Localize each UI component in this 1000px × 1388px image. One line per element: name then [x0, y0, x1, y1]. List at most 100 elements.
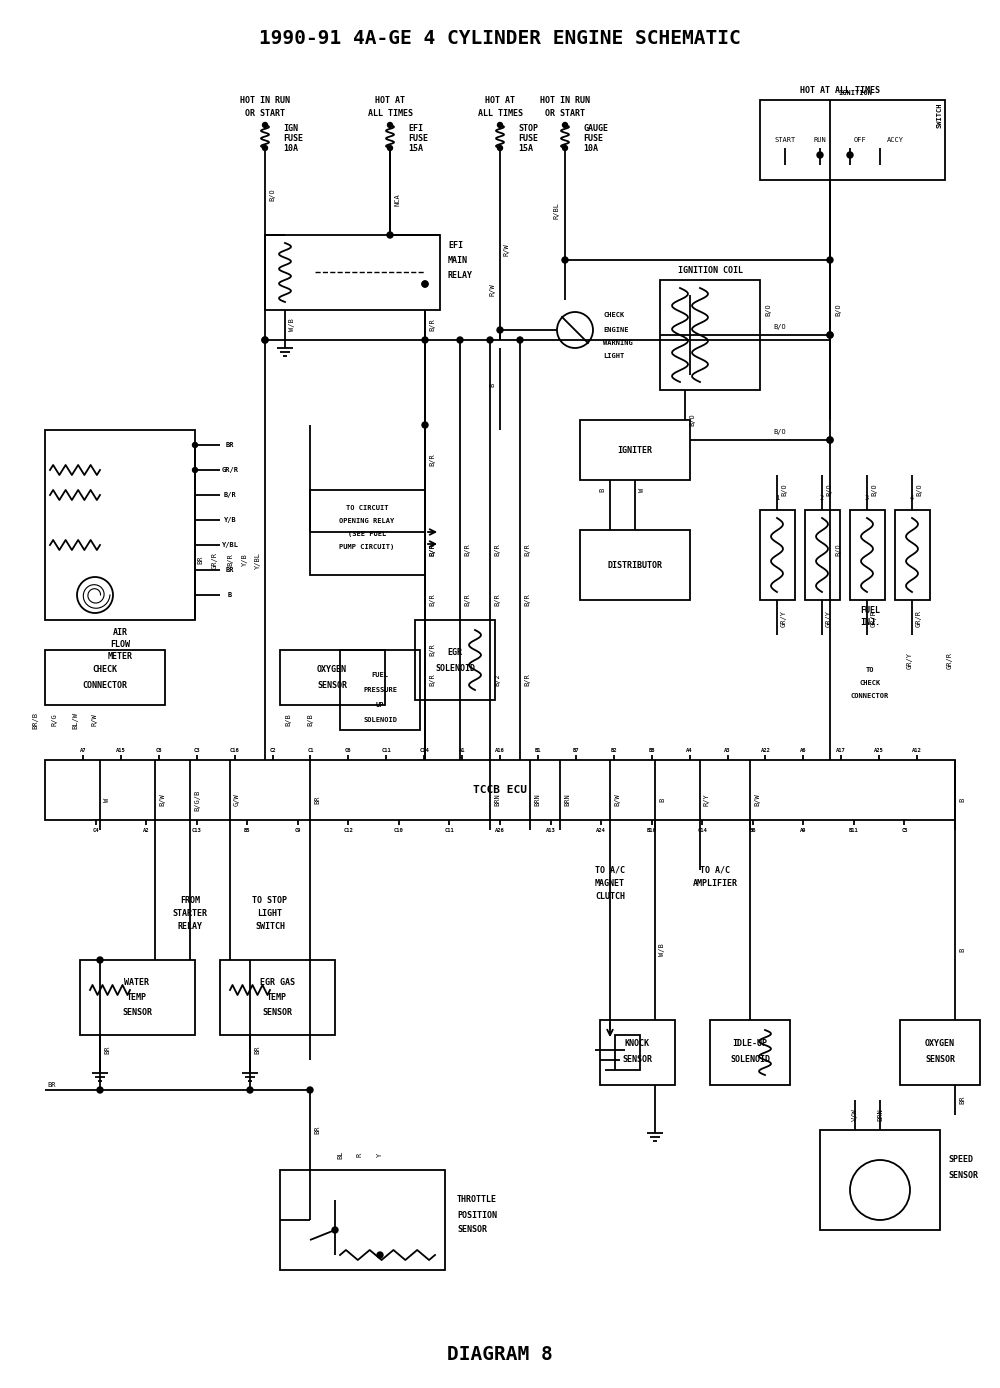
Text: IGNITION COIL: IGNITION COIL	[678, 265, 742, 275]
Text: RUN: RUN	[814, 137, 826, 143]
Text: INJ.: INJ.	[860, 618, 880, 626]
Text: B/O: B/O	[269, 189, 275, 201]
Text: C1: C1	[307, 748, 314, 752]
Bar	[805, 509, 840, 600]
Text: B11: B11	[849, 827, 859, 833]
Text: BR: BR	[959, 1095, 965, 1105]
Bar	[280, 1170, 445, 1270]
Text: A17: A17	[836, 748, 846, 752]
Text: A2: A2	[143, 827, 149, 833]
Text: DISTRIBUTOR: DISTRIBUTOR	[608, 561, 662, 569]
Text: BRN: BRN	[534, 794, 540, 806]
Text: START: START	[774, 137, 796, 143]
Text: A24: A24	[596, 827, 606, 833]
Text: BR: BR	[314, 1126, 320, 1134]
Text: B/B: B/B	[307, 713, 313, 726]
Text: B/W: B/W	[754, 794, 760, 806]
Bar	[45, 430, 195, 620]
Text: A15: A15	[116, 748, 126, 752]
Text: B: B	[959, 948, 965, 952]
Bar	[900, 1020, 980, 1085]
Text: C4: C4	[92, 827, 99, 833]
Text: BR: BR	[104, 1045, 110, 1055]
Text: OR START: OR START	[245, 108, 285, 118]
Text: B7: B7	[573, 748, 579, 752]
Text: B/O: B/O	[826, 483, 832, 497]
Text: B8: B8	[648, 748, 655, 752]
Circle shape	[422, 280, 428, 287]
Text: HOT AT: HOT AT	[375, 96, 405, 104]
Text: PUMP CIRCUIT): PUMP CIRCUIT)	[339, 544, 395, 550]
Text: IGNITER: IGNITER	[618, 446, 652, 454]
Text: B: B	[599, 487, 605, 493]
Text: W: W	[639, 487, 645, 493]
Text: TO A/C: TO A/C	[700, 866, 730, 874]
Text: SWITCH: SWITCH	[937, 103, 943, 128]
Text: SENSOR: SENSOR	[457, 1226, 487, 1234]
Text: TEMP: TEMP	[127, 992, 147, 1002]
Text: C16: C16	[230, 748, 239, 752]
Text: B/O: B/O	[835, 544, 841, 557]
Text: SENSOR: SENSOR	[262, 1008, 292, 1016]
Circle shape	[247, 1087, 253, 1092]
Text: BR: BR	[48, 1083, 56, 1088]
Bar	[895, 509, 930, 600]
Text: Y: Y	[377, 1153, 383, 1158]
Text: B/R: B/R	[429, 544, 435, 557]
Circle shape	[262, 146, 268, 150]
Text: BRN: BRN	[564, 794, 570, 806]
Text: BRN: BRN	[494, 794, 500, 806]
Circle shape	[562, 122, 568, 128]
Text: OXYGEN: OXYGEN	[925, 1040, 955, 1048]
Bar	[220, 960, 335, 1035]
Text: A13: A13	[546, 827, 555, 833]
Text: TEMP: TEMP	[267, 992, 287, 1002]
Text: SPEED: SPEED	[948, 1155, 973, 1165]
Text: 2: 2	[820, 496, 824, 501]
Text: G/W: G/W	[234, 794, 240, 806]
Text: EFI: EFI	[408, 124, 423, 132]
Text: MAGNET: MAGNET	[595, 879, 625, 887]
Circle shape	[422, 422, 428, 428]
Circle shape	[377, 1252, 383, 1258]
Text: R/Y: R/Y	[704, 794, 710, 806]
Text: SWITCH: SWITCH	[255, 922, 285, 930]
Text: A7: A7	[80, 748, 86, 752]
Text: A26: A26	[495, 827, 505, 833]
Text: ACCY: ACCY	[887, 137, 904, 143]
Circle shape	[262, 122, 268, 128]
Text: B/O: B/O	[774, 323, 786, 330]
Bar	[265, 235, 440, 310]
Text: C11: C11	[381, 748, 391, 752]
Text: B/O: B/O	[781, 483, 787, 497]
Text: CHECK: CHECK	[603, 312, 624, 318]
Circle shape	[827, 332, 833, 339]
Text: A12: A12	[912, 748, 922, 752]
Text: SENSOR: SENSOR	[317, 680, 347, 690]
Text: BR: BR	[226, 441, 234, 448]
Text: BR: BR	[226, 568, 234, 573]
Text: SOLENOID: SOLENOID	[363, 718, 397, 723]
Text: Y/B: Y/B	[224, 516, 236, 523]
Bar	[340, 650, 420, 730]
Text: OXYGEN: OXYGEN	[317, 665, 347, 673]
Text: A25: A25	[874, 748, 884, 752]
Text: Y/BL: Y/BL	[255, 551, 261, 569]
Bar	[600, 1020, 675, 1085]
Text: 10A: 10A	[583, 143, 598, 153]
Text: C9: C9	[295, 827, 301, 833]
Text: A22: A22	[761, 748, 770, 752]
Text: B/R: B/R	[429, 644, 435, 657]
Text: B/O: B/O	[765, 304, 771, 316]
Text: TO CIRCUIT: TO CIRCUIT	[346, 505, 388, 511]
Text: B/W: B/W	[614, 794, 620, 806]
Text: CHECK: CHECK	[859, 680, 881, 686]
Text: R/G: R/G	[52, 713, 58, 726]
Bar	[710, 1020, 790, 1085]
Circle shape	[827, 257, 833, 262]
Text: B2: B2	[610, 748, 617, 752]
Circle shape	[562, 257, 568, 262]
Text: B/R: B/R	[429, 454, 435, 466]
Circle shape	[498, 146, 503, 150]
Text: C14: C14	[419, 748, 429, 752]
